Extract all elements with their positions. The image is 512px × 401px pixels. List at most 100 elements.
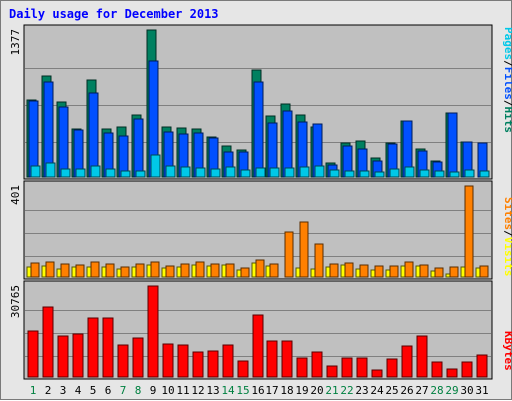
sites-bar — [150, 261, 160, 278]
kbytes-bar — [446, 368, 458, 378]
kbytes-bar — [356, 357, 368, 378]
x-tick-label: 30 — [460, 384, 473, 397]
x-tick-label: 6 — [105, 384, 112, 397]
kbytes-bar — [461, 361, 473, 378]
sites-bar — [269, 263, 279, 278]
sites-bar — [240, 267, 250, 278]
x-tick-label: 27 — [415, 384, 428, 397]
legend-separator: / — [502, 230, 512, 237]
pages-bar — [404, 166, 415, 178]
pages-bar — [45, 162, 56, 178]
kbytes-bar — [102, 317, 114, 378]
sites-bar — [434, 267, 444, 278]
x-tick-label: 10 — [161, 384, 174, 397]
pages-bar — [210, 168, 221, 178]
legend-item-files: Files — [502, 67, 512, 100]
kbytes-bar — [476, 354, 488, 378]
pages-bar — [240, 169, 251, 178]
pages-bar — [195, 167, 206, 178]
y-max-label: 401 — [9, 185, 22, 205]
x-tick-label: 25 — [385, 384, 398, 397]
x-tick-label: 1 — [30, 384, 37, 397]
pages-bar — [150, 154, 161, 178]
kbytes-bar — [222, 344, 234, 378]
x-tick-label: 7 — [120, 384, 127, 397]
kbytes-bar — [401, 345, 413, 378]
pages-bar — [30, 165, 41, 178]
sites-bar — [210, 263, 220, 278]
kbytes-bar — [431, 361, 443, 378]
sites-bar — [195, 261, 205, 278]
x-tick-label: 15 — [236, 384, 249, 397]
pages-bar — [299, 166, 310, 178]
kbytes-bar — [177, 344, 189, 378]
sites-bar — [479, 265, 489, 278]
chart-title: Daily usage for December 2013 — [9, 7, 219, 21]
kbytes-bar — [57, 335, 69, 378]
legend-item-pages: Pages — [502, 27, 512, 60]
files-bar — [133, 118, 144, 178]
kbytes-bar — [117, 344, 129, 378]
sites-bar — [374, 265, 384, 278]
x-tick-label: 22 — [340, 384, 353, 397]
kbytes-bar — [311, 351, 323, 378]
kbytes-bar — [147, 285, 159, 378]
x-tick-label: 19 — [295, 384, 308, 397]
sites-bar — [284, 231, 294, 278]
sites-bar — [255, 259, 265, 278]
x-tick-label: 5 — [90, 384, 97, 397]
pages-bar — [165, 165, 176, 178]
sites-bar — [404, 261, 414, 278]
x-tick-label: 21 — [325, 384, 338, 397]
kbytes-bar — [207, 350, 219, 378]
legend-hits-files-pages: Pages/Files/Hits — [502, 27, 512, 133]
pages-bar — [419, 169, 430, 178]
kbytes-bar — [42, 306, 54, 378]
sites-bar — [75, 264, 85, 278]
x-tick-label: 24 — [370, 384, 384, 397]
x-tick-label: 8 — [135, 384, 142, 397]
sites-bar — [329, 263, 339, 278]
pages-bar — [120, 170, 131, 178]
pages-bar — [464, 169, 475, 178]
legend-item-kbytes: KBytes — [502, 331, 512, 371]
x-tick-label: 20 — [310, 384, 323, 397]
legend-separator: / — [502, 60, 512, 67]
sites-bar — [344, 262, 354, 278]
x-tick-label: 11 — [176, 384, 189, 397]
files-bar — [282, 110, 293, 178]
legend-kbytes: KBytes — [502, 331, 512, 371]
x-tick-label: 18 — [280, 384, 293, 397]
sites-bar — [314, 243, 324, 278]
sites-bar — [45, 261, 55, 278]
x-tick-label: 9 — [150, 384, 157, 397]
kbytes-bar — [371, 369, 383, 378]
x-tick-label: 3 — [60, 384, 67, 397]
kbytes-bar — [296, 357, 308, 378]
pages-bar — [389, 168, 400, 178]
kbytes-bar — [237, 360, 249, 378]
sites-bar — [449, 266, 459, 278]
sites-bar — [30, 262, 40, 278]
sites-bar — [299, 221, 309, 278]
sites-bar — [180, 263, 190, 278]
legend-item-sites: Sites — [502, 197, 512, 230]
kbytes-bar — [281, 340, 293, 378]
sites-bar — [419, 264, 429, 278]
pages-bar — [329, 169, 340, 178]
x-tick-label: 13 — [206, 384, 219, 397]
legend-visits-sites: Sites/Visits — [502, 197, 512, 277]
sites-bar — [60, 263, 70, 278]
x-tick-label: 26 — [400, 384, 413, 397]
sites-bar — [464, 185, 474, 278]
kbytes-bar — [386, 358, 398, 378]
pages-bar — [105, 168, 116, 178]
pages-bar — [90, 165, 101, 178]
files-bar — [58, 106, 69, 178]
pages-bar — [344, 170, 355, 178]
kbytes-bar — [192, 351, 204, 378]
x-tick-label: 2 — [45, 384, 52, 397]
kbytes-bar — [266, 340, 278, 378]
files-bar — [253, 81, 264, 178]
